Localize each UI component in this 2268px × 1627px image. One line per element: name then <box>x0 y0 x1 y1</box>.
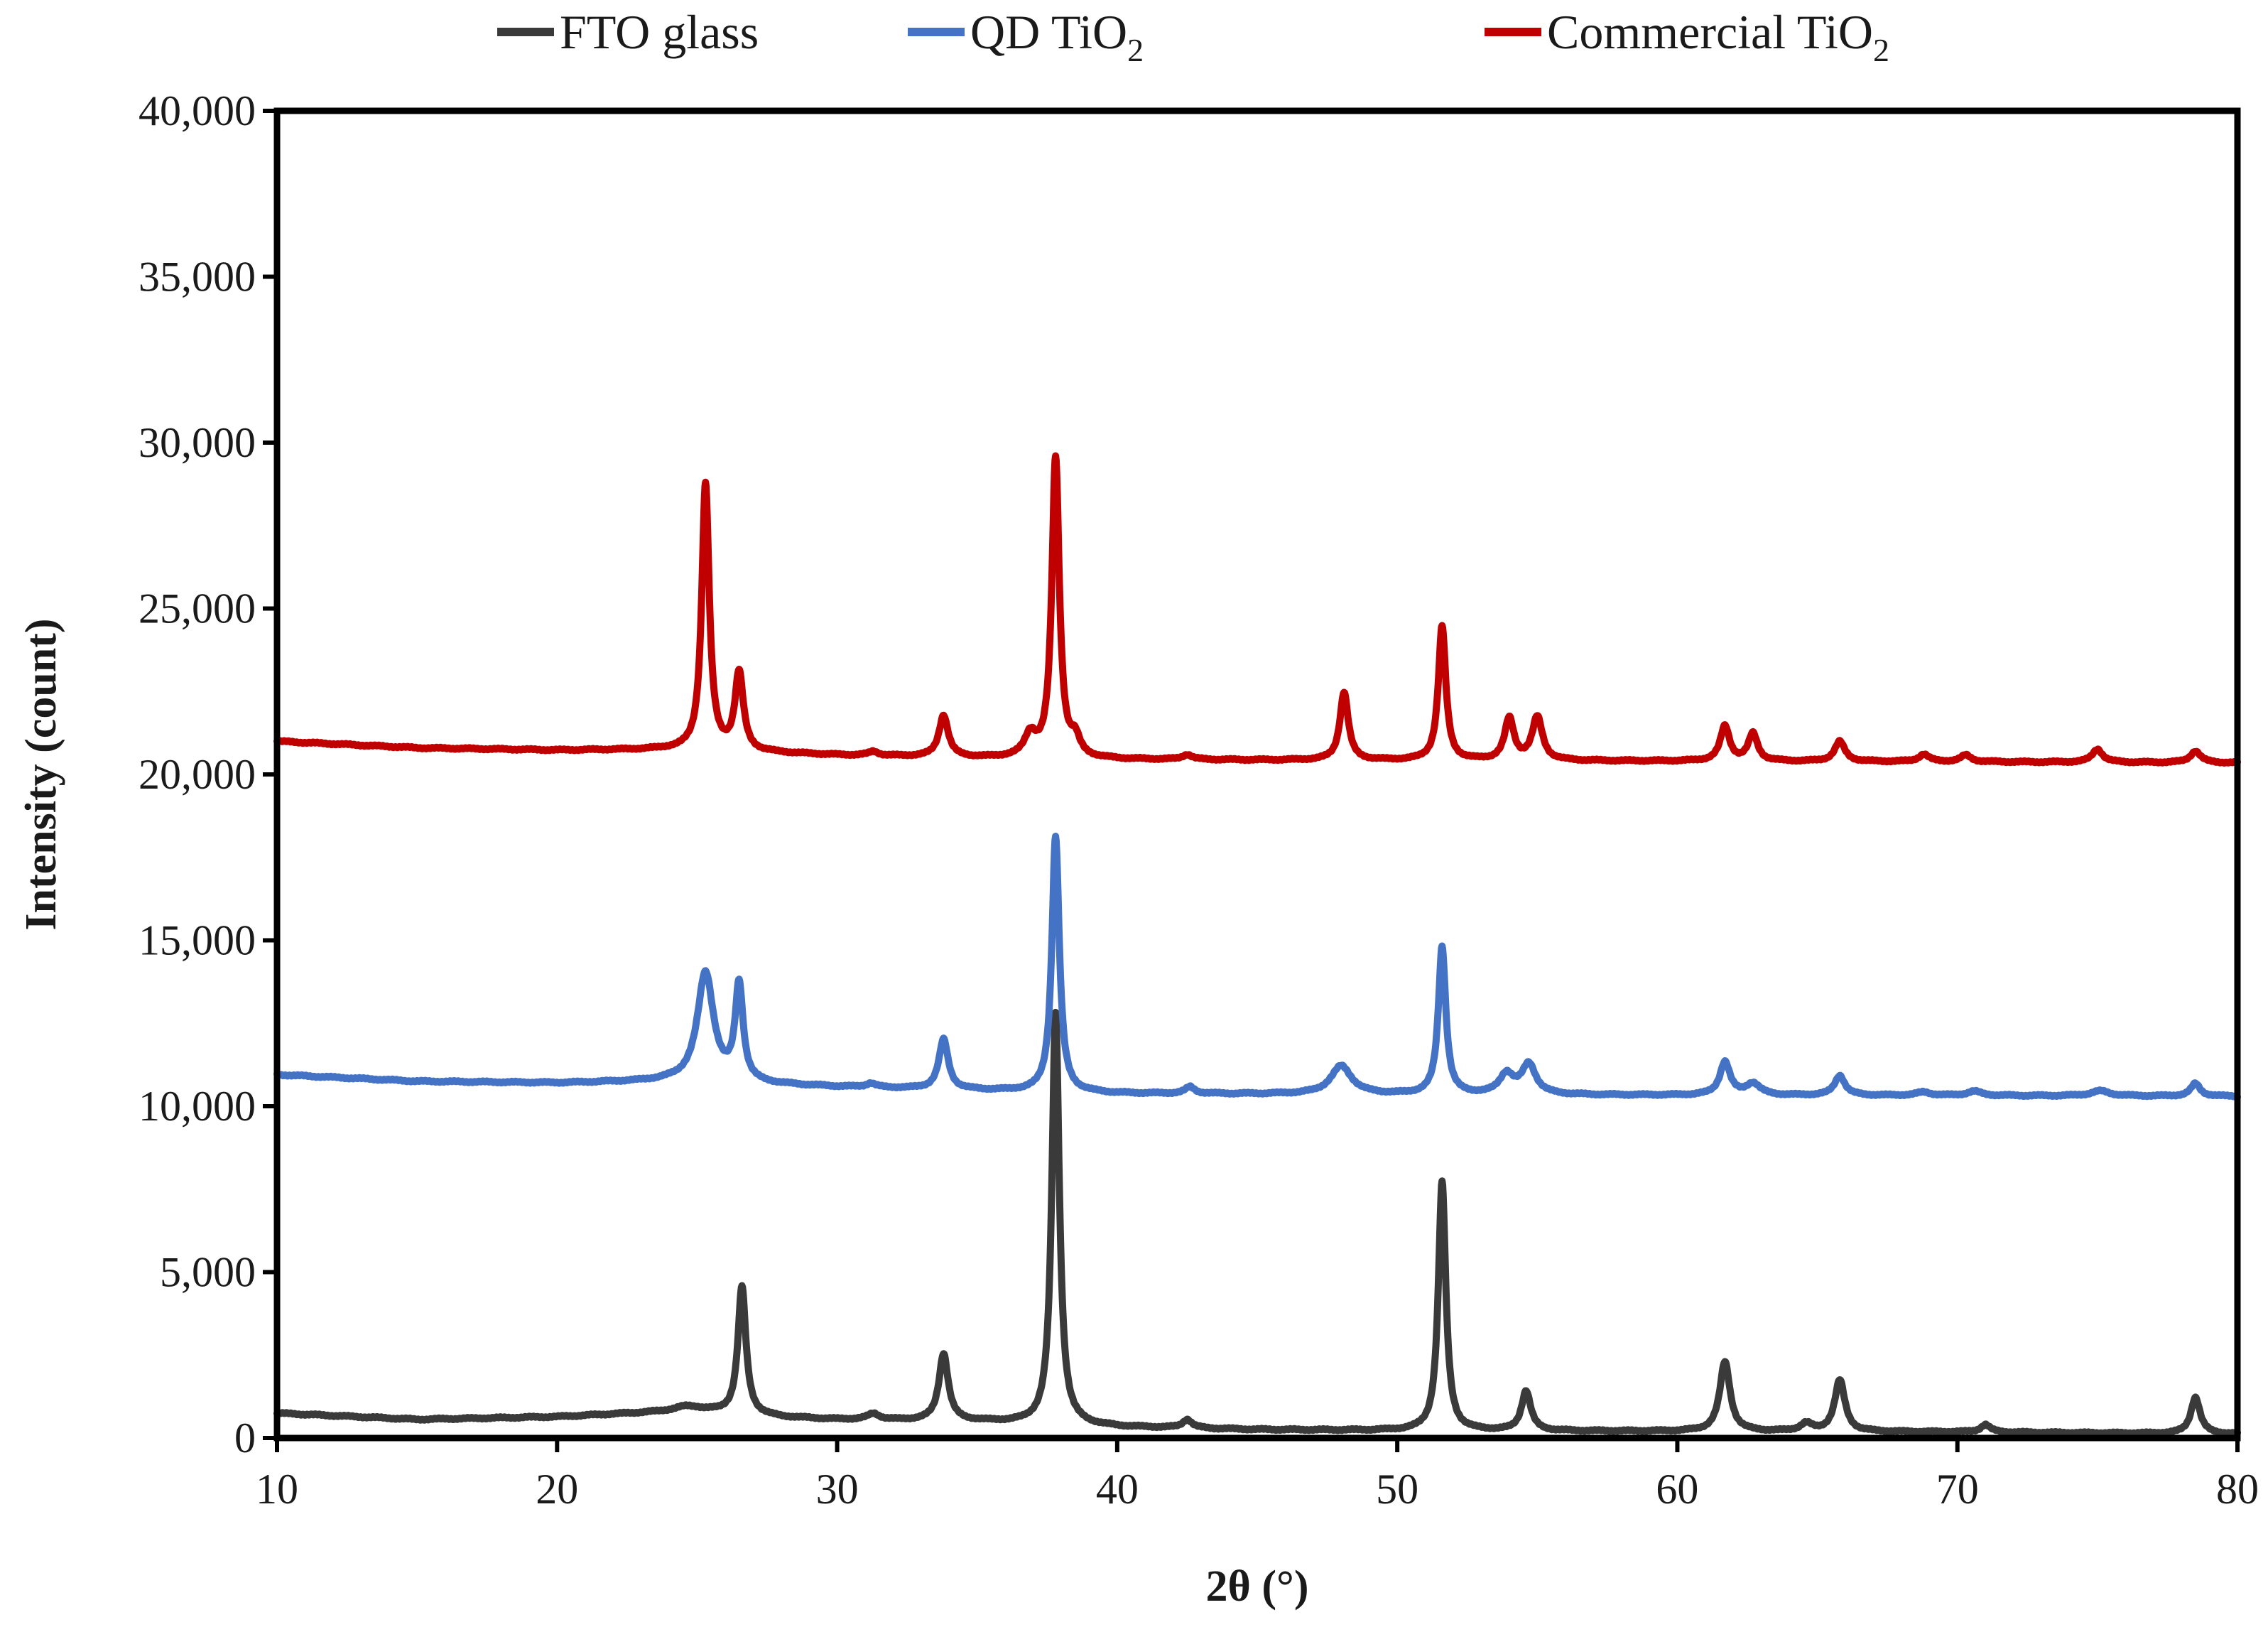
legend-item: FTO glass <box>497 5 759 59</box>
legend-item: QD TiO2 <box>908 5 1144 68</box>
x-axis-title: 2θ (°) <box>1206 1562 1309 1611</box>
x-tick-label: 40 <box>1096 1466 1139 1513</box>
x-tick-label: 20 <box>536 1466 578 1513</box>
legend-label: QD TiO2 <box>970 5 1144 68</box>
legend-label-main: QD TiO <box>970 5 1127 59</box>
y-tick-label: 35,000 <box>139 254 256 301</box>
legend-label-main: Commercial TiO <box>1547 5 1873 59</box>
y-tick-label: 10,000 <box>139 1083 256 1130</box>
y-tick-label: 30,000 <box>139 419 256 466</box>
x-tick-label: 70 <box>1936 1466 1979 1513</box>
series-line-fto-glass <box>273 1008 2241 1438</box>
plot-frame <box>273 107 2241 1442</box>
series-line-commercial-tio2 <box>273 452 2241 767</box>
x-tick-label: 60 <box>1656 1466 1698 1513</box>
x-tick-label: 30 <box>816 1466 859 1513</box>
y-tick-label: 40,000 <box>139 87 256 134</box>
y-axis: 0 5,000 10,000 15,000 20,000 25,000 30,000 35,0… <box>139 87 277 1461</box>
legend-label-subscript: 2 <box>1873 32 1889 68</box>
legend-item: Commercial TiO2 <box>1485 5 1889 68</box>
y-axis-title: Intensity (count) <box>17 618 65 930</box>
legend-label: FTO glass <box>560 5 759 59</box>
y-tick-label: 20,000 <box>139 751 256 798</box>
y-tick-label: 25,000 <box>139 585 256 632</box>
series-lines <box>273 452 2241 1438</box>
x-tick-label: 50 <box>1376 1466 1418 1513</box>
x-tick-label: 10 <box>256 1466 298 1513</box>
legend-label: Commercial TiO2 <box>1547 5 1889 68</box>
y-tick-label: 15,000 <box>139 917 256 964</box>
legend: FTO glass QD TiO2 Commercial TiO2 <box>497 5 1889 68</box>
legend-label-subscript: 2 <box>1127 32 1144 68</box>
x-axis: 10 20 30 40 50 60 70 80 <box>256 1438 2259 1513</box>
y-tick-label: 5,000 <box>160 1249 256 1296</box>
y-tick-label: 0 <box>234 1415 256 1461</box>
legend-label-main: FTO glass <box>560 5 759 59</box>
x-tick-label: 80 <box>2216 1466 2259 1513</box>
series-line-qd-tio2 <box>273 833 2241 1101</box>
